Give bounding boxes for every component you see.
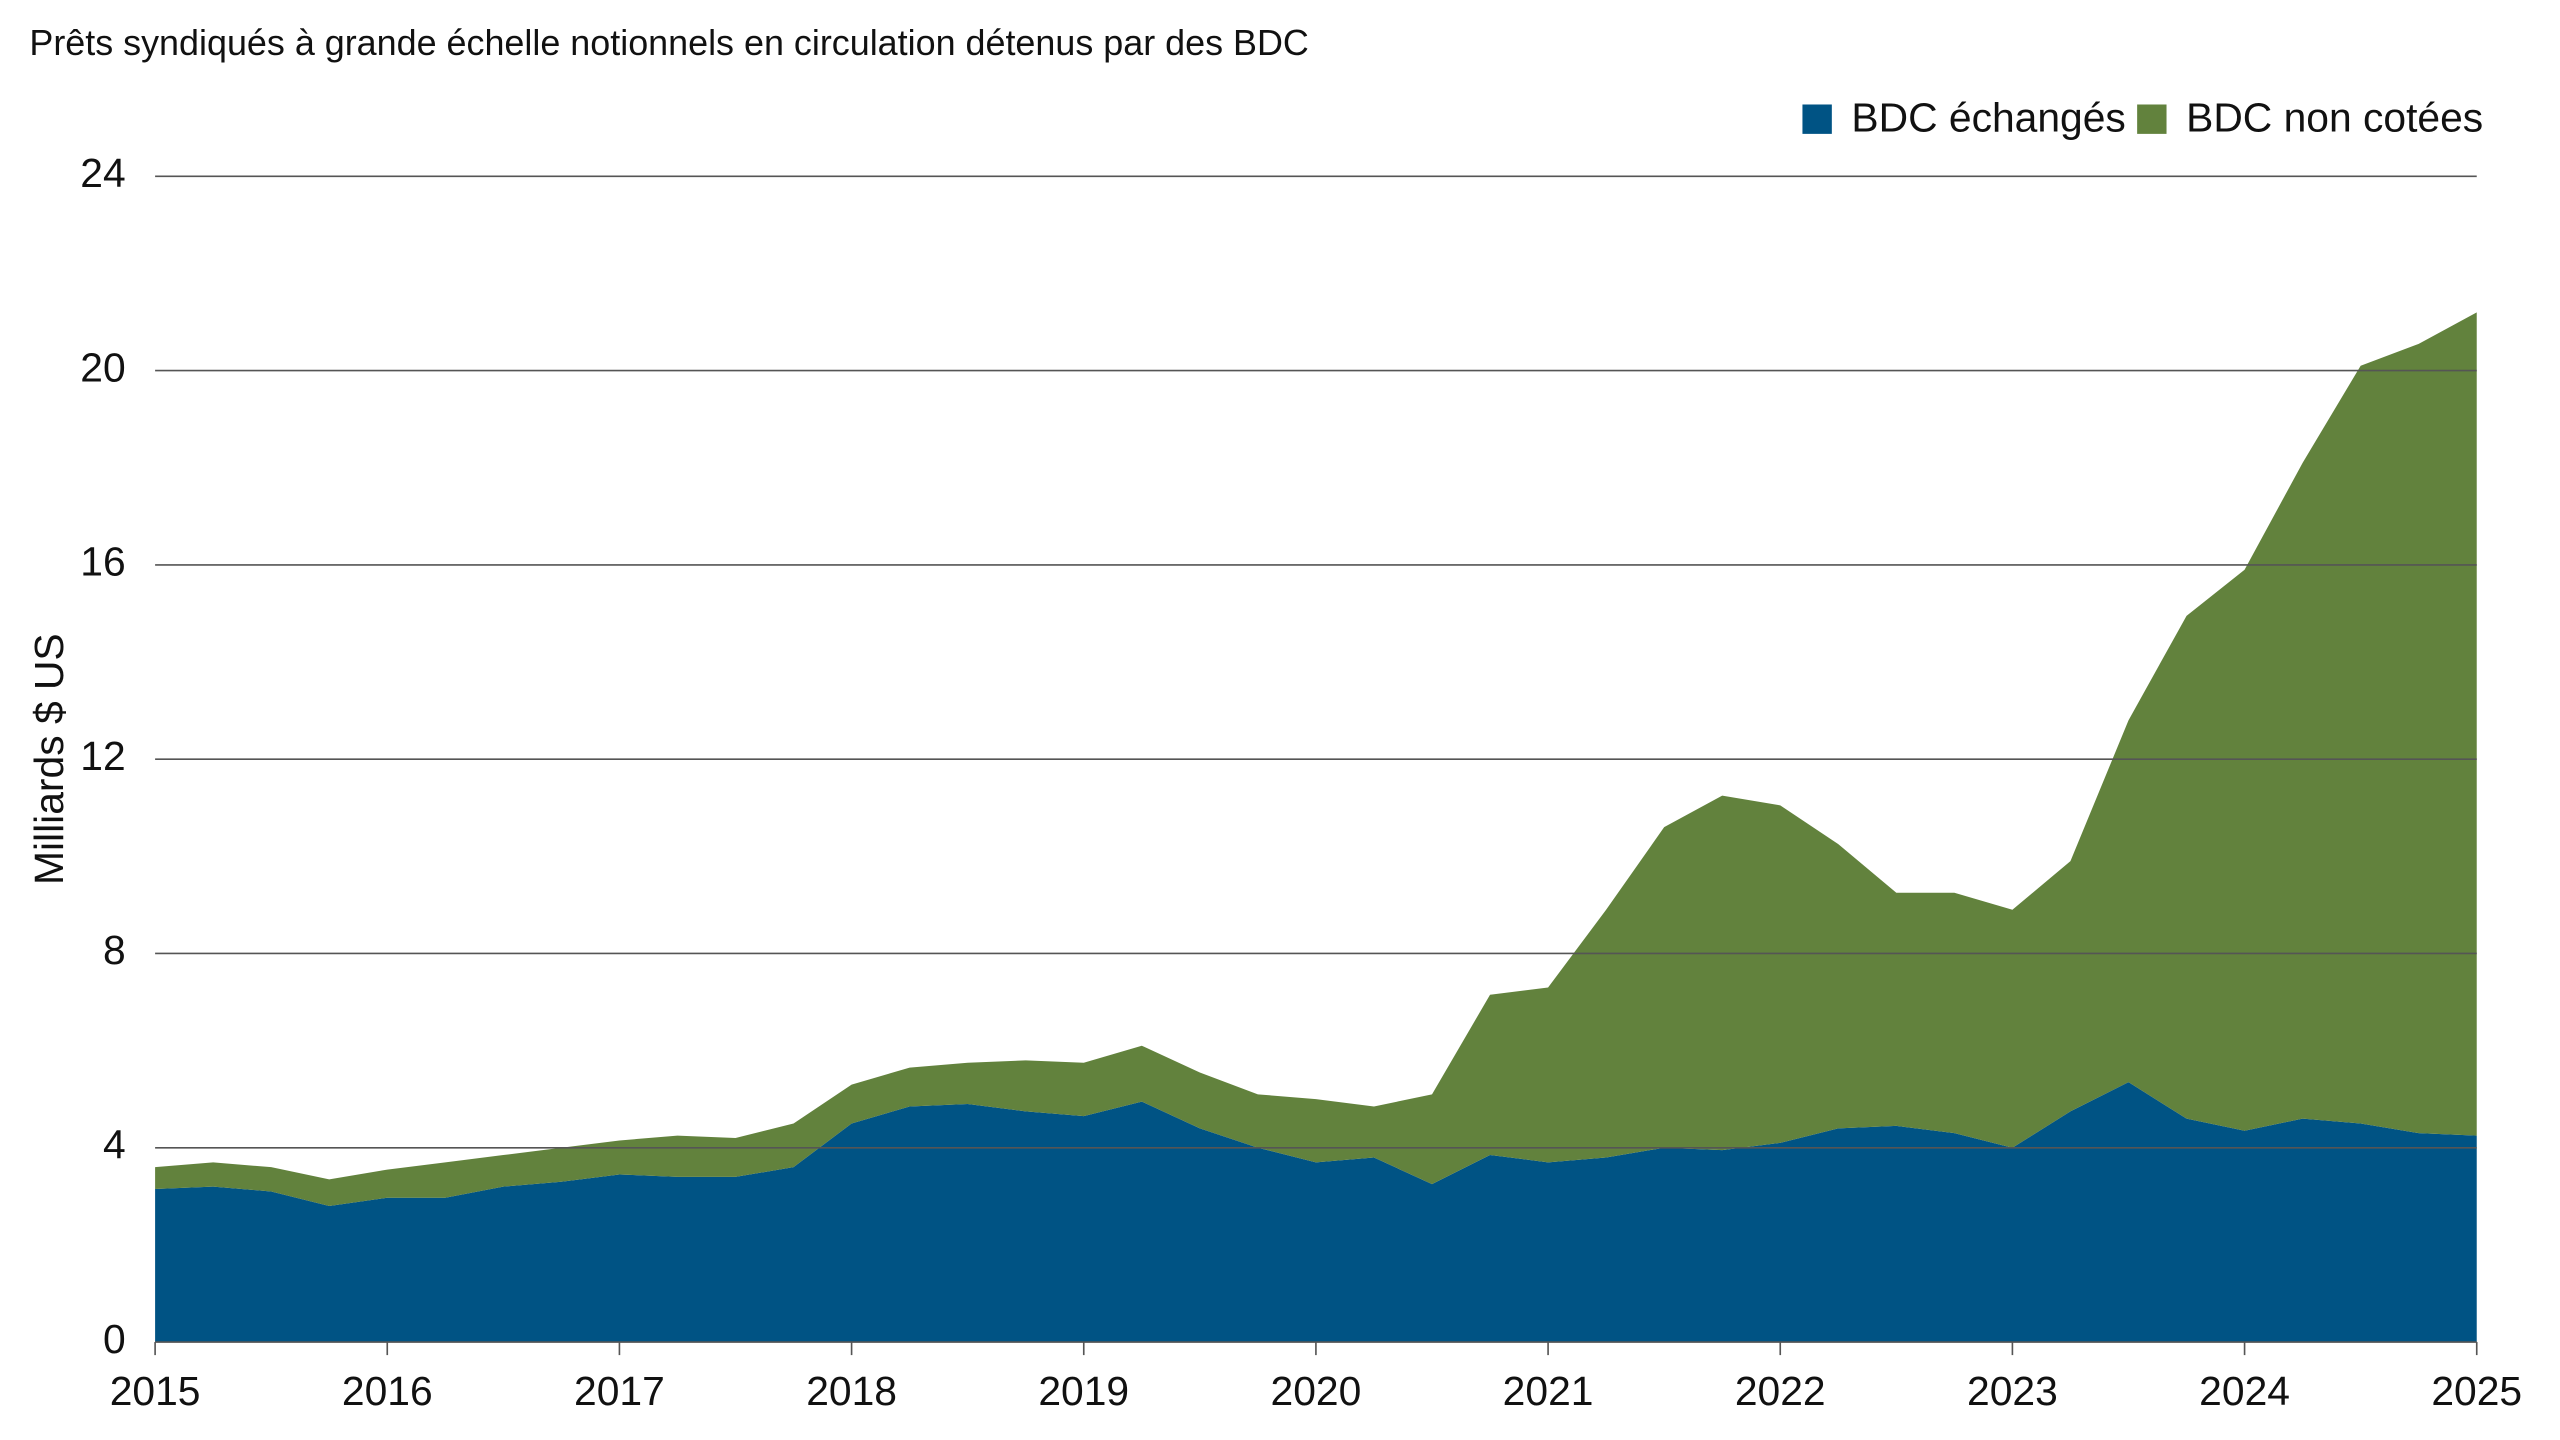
y-tick-label: 12 bbox=[80, 733, 125, 779]
y-tick-label: 8 bbox=[103, 927, 126, 973]
legend-swatch bbox=[1802, 104, 1832, 134]
x-tick-label: 2019 bbox=[1038, 1368, 1129, 1414]
chart-title: Prêts syndiqués à grande échelle notionn… bbox=[29, 22, 1308, 63]
x-tick-label: 2016 bbox=[342, 1368, 433, 1414]
x-tick-label: 2017 bbox=[574, 1368, 665, 1414]
x-tick-label: 2021 bbox=[1503, 1368, 1594, 1414]
y-tick-label: 24 bbox=[80, 150, 125, 196]
y-axis-label: Milliards $ US bbox=[26, 633, 72, 885]
x-tick-label: 2020 bbox=[1271, 1368, 1362, 1414]
legend-label: BDC non cotées bbox=[2186, 95, 2483, 141]
y-tick-label: 20 bbox=[80, 344, 125, 390]
x-tick-label: 2018 bbox=[806, 1368, 897, 1414]
x-tick-label: 2022 bbox=[1735, 1368, 1826, 1414]
x-tick-label: 2023 bbox=[1967, 1368, 2058, 1414]
x-tick-label: 2025 bbox=[2431, 1368, 2522, 1414]
y-tick-label: 16 bbox=[80, 539, 125, 585]
legend-swatch bbox=[2137, 104, 2167, 134]
x-tick-label: 2015 bbox=[110, 1368, 201, 1414]
y-tick-label: 0 bbox=[103, 1316, 126, 1362]
legend-label: BDC échangés bbox=[1851, 95, 2125, 141]
x-tick-label: 2024 bbox=[2199, 1368, 2290, 1414]
area bbox=[155, 312, 2477, 1207]
y-tick-label: 4 bbox=[103, 1122, 126, 1168]
